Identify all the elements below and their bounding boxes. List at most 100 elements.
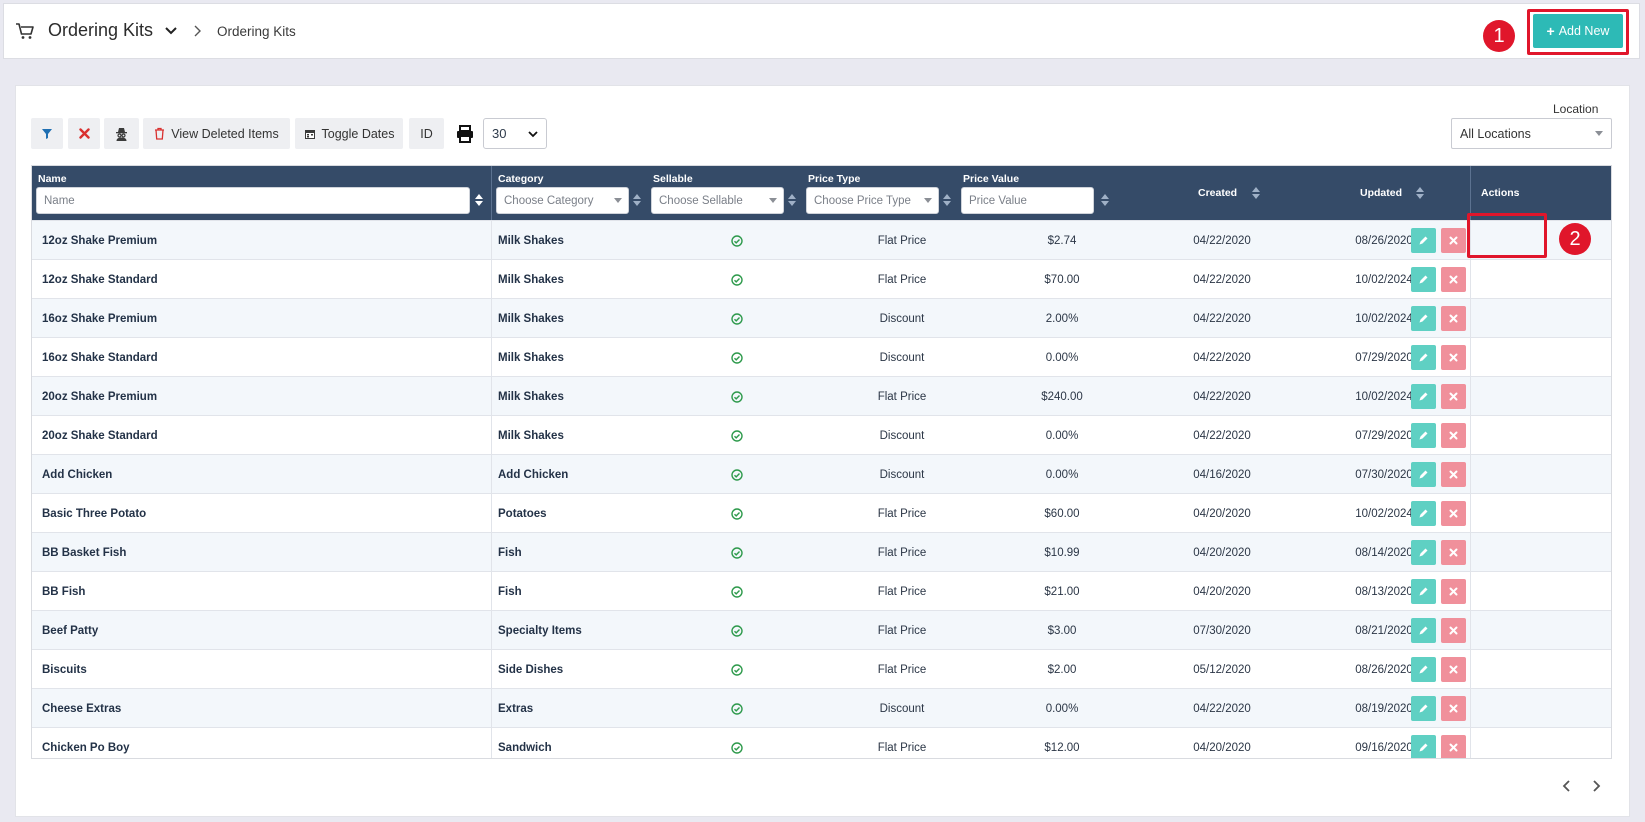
previous-page-icon[interactable] bbox=[1559, 778, 1575, 794]
row-created: 04/16/2020 bbox=[1193, 468, 1251, 481]
name-filter-input[interactable]: Name bbox=[36, 187, 470, 214]
row-name: 12oz Shake Premium bbox=[42, 234, 158, 247]
edit-button[interactable] bbox=[1411, 696, 1436, 721]
row-divider bbox=[1470, 299, 1471, 338]
row-price-type: Flat Price bbox=[877, 390, 927, 403]
delete-button[interactable] bbox=[1441, 657, 1466, 682]
breadcrumb[interactable]: Ordering Kits bbox=[217, 24, 296, 39]
sellable-check-icon bbox=[731, 221, 745, 260]
row-price-type: Flat Price bbox=[877, 507, 927, 520]
edit-button[interactable] bbox=[1411, 540, 1436, 565]
location-select[interactable]: All Locations bbox=[1451, 118, 1612, 149]
delete-button[interactable] bbox=[1441, 462, 1466, 487]
row-created: 04/20/2020 bbox=[1193, 741, 1251, 754]
table-row[interactable]: 16oz Shake Premium Milk Shakes Discount 2.0… bbox=[32, 298, 1611, 338]
table-row[interactable]: Chicken Po Boy Sandwich Flat Price $12.00 04… bbox=[32, 727, 1611, 758]
add-new-button[interactable]: + Add New bbox=[1533, 14, 1623, 48]
edit-button[interactable] bbox=[1411, 501, 1436, 526]
delete-button[interactable] bbox=[1441, 579, 1466, 604]
row-name: Add Chicken bbox=[42, 468, 113, 481]
delete-button[interactable] bbox=[1441, 345, 1466, 370]
table-row[interactable]: 20oz Shake Standard Milk Shakes Discount 0.… bbox=[32, 415, 1611, 455]
table-row[interactable]: Beef Patty Specialty Items Flat Price $3.00… bbox=[32, 610, 1611, 650]
table-row[interactable]: BB Fish Fish Flat Price $21.00 04/20/2020 08/… bbox=[32, 571, 1611, 611]
next-page-icon[interactable] bbox=[1588, 778, 1604, 794]
sort-icon[interactable] bbox=[633, 194, 641, 206]
table-row[interactable]: Basic Three Potato Potatoes Flat Price $60.… bbox=[32, 493, 1611, 533]
edit-button[interactable] bbox=[1411, 462, 1436, 487]
sellable-check-icon bbox=[731, 533, 745, 572]
filter-button[interactable] bbox=[31, 118, 63, 149]
edit-button[interactable] bbox=[1411, 384, 1436, 409]
table-row[interactable]: 12oz Shake Standard Milk Shakes Flat Price… bbox=[32, 259, 1611, 299]
price-value-filter-input[interactable]: Price Value bbox=[961, 187, 1094, 214]
sort-icon[interactable] bbox=[475, 194, 483, 206]
table-row[interactable]: 20oz Shake Premium Milk Shakes Flat Price $… bbox=[32, 376, 1611, 416]
row-name: Biscuits bbox=[42, 663, 87, 676]
sort-icon[interactable] bbox=[943, 194, 951, 206]
sellable-filter-select[interactable]: Choose Sellable bbox=[651, 187, 784, 214]
delete-button[interactable] bbox=[1441, 228, 1466, 253]
table-row[interactable]: 16oz Shake Standard Milk Shakes Discount 0.… bbox=[32, 337, 1611, 377]
sellable-filter-placeholder: Choose Sellable bbox=[659, 194, 743, 207]
delete-button[interactable] bbox=[1441, 267, 1466, 292]
view-deleted-items-button[interactable]: View Deleted Items bbox=[143, 118, 290, 149]
toggle-dates-button[interactable]: Toggle Dates bbox=[295, 118, 403, 149]
row-divider bbox=[491, 260, 492, 299]
row-created: 04/20/2020 bbox=[1193, 585, 1251, 598]
row-divider bbox=[1470, 377, 1471, 416]
edit-button[interactable] bbox=[1411, 345, 1436, 370]
delete-button[interactable] bbox=[1441, 423, 1466, 448]
delete-button[interactable] bbox=[1441, 696, 1466, 721]
table-row[interactable]: BB Basket Fish Fish Flat Price $10.99 04/20/… bbox=[32, 532, 1611, 572]
delete-button[interactable] bbox=[1441, 540, 1466, 565]
table-row[interactable]: Biscuits Side Dishes Flat Price $2.00 05/12/… bbox=[32, 649, 1611, 689]
row-divider bbox=[491, 572, 492, 611]
sort-icon[interactable] bbox=[788, 194, 796, 206]
delete-button[interactable] bbox=[1441, 306, 1466, 331]
row-name: Basic Three Potato bbox=[42, 507, 147, 520]
edit-button[interactable] bbox=[1411, 618, 1436, 643]
sellable-check-icon bbox=[731, 455, 745, 494]
edit-button[interactable] bbox=[1411, 267, 1436, 292]
row-price-type: Discount bbox=[879, 702, 925, 715]
table-row[interactable]: 12oz Shake Premium Milk Shakes Flat Price $… bbox=[32, 220, 1611, 260]
row-divider bbox=[491, 221, 492, 260]
price-type-filter-select[interactable]: Choose Price Type bbox=[806, 187, 939, 214]
delete-button[interactable] bbox=[1441, 384, 1466, 409]
column-created[interactable]: Created bbox=[1192, 166, 1292, 220]
table-row[interactable]: Add Chicken Add Chicken Discount 0.00% 04/16… bbox=[32, 454, 1611, 494]
edit-button[interactable] bbox=[1411, 657, 1436, 682]
sort-icon[interactable] bbox=[1252, 187, 1260, 199]
row-divider bbox=[1470, 455, 1471, 494]
row-price-type: Discount bbox=[879, 468, 925, 481]
sort-icon[interactable] bbox=[1416, 187, 1424, 199]
incognito-button[interactable] bbox=[104, 118, 139, 149]
chevron-down-icon[interactable] bbox=[164, 24, 178, 38]
edit-button[interactable] bbox=[1411, 735, 1436, 758]
id-toggle-button[interactable]: ID bbox=[409, 118, 444, 149]
edit-button[interactable] bbox=[1411, 228, 1436, 253]
clear-filters-button[interactable] bbox=[68, 118, 100, 149]
row-divider bbox=[1470, 416, 1471, 455]
sort-icon[interactable] bbox=[1101, 194, 1109, 206]
edit-button[interactable] bbox=[1411, 423, 1436, 448]
view-deleted-label: View Deleted Items bbox=[171, 126, 279, 141]
user-secret-icon bbox=[116, 127, 127, 141]
pencil-icon bbox=[1419, 704, 1428, 713]
delete-button[interactable] bbox=[1441, 618, 1466, 643]
delete-button[interactable] bbox=[1441, 735, 1466, 758]
delete-button[interactable] bbox=[1441, 501, 1466, 526]
edit-button[interactable] bbox=[1411, 579, 1436, 604]
close-icon bbox=[1449, 743, 1458, 752]
column-updated[interactable]: Updated bbox=[1354, 166, 1454, 220]
row-updated: 07/30/2020 bbox=[1355, 468, 1413, 481]
table-row[interactable]: Cheese Extras Extras Discount 0.00% 04/22/20… bbox=[32, 688, 1611, 728]
close-icon bbox=[1449, 353, 1458, 362]
category-filter-select[interactable]: Choose Category bbox=[496, 187, 629, 214]
row-price-type: Flat Price bbox=[877, 273, 927, 286]
edit-button[interactable] bbox=[1411, 306, 1436, 331]
print-icon[interactable] bbox=[455, 124, 475, 144]
page-size-select[interactable]: 30 bbox=[483, 118, 547, 149]
pencil-icon bbox=[1419, 431, 1428, 440]
